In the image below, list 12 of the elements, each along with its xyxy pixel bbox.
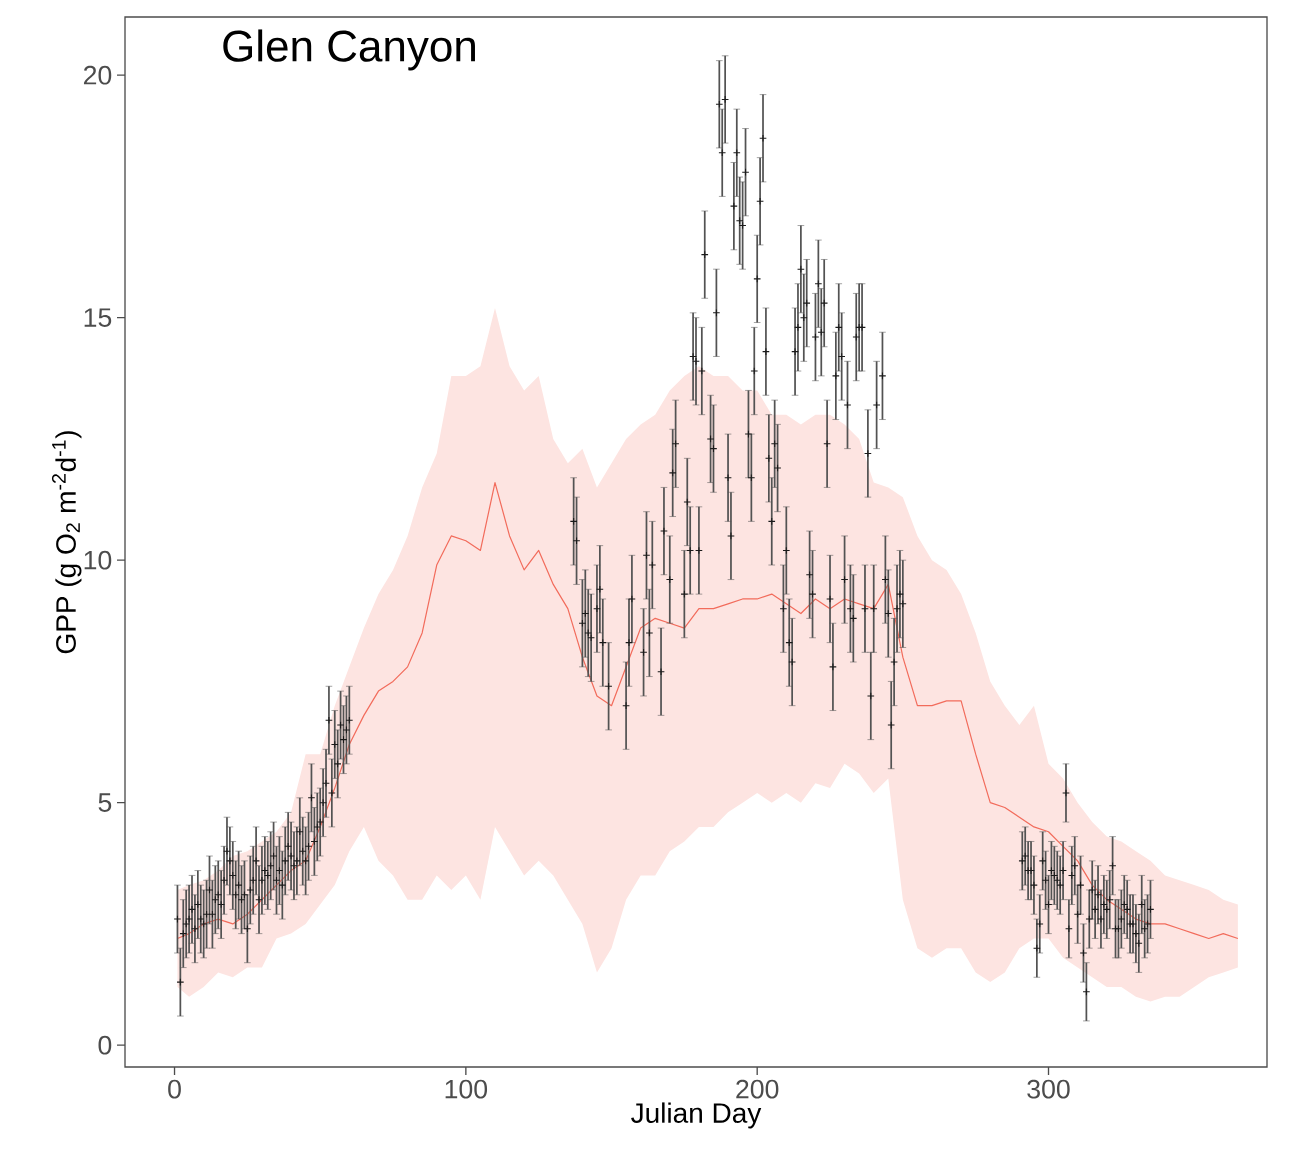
x-tick-label: 300 (1027, 1079, 1070, 1099)
x-tick-label: 0 (168, 1079, 181, 1099)
y-tick-label: 0 (98, 1035, 112, 1055)
y-tick-label: 5 (98, 793, 112, 812)
x-axis-title: Julian Day (631, 1102, 762, 1129)
x-tick-label: 200 (736, 1079, 779, 1099)
y-tick-label: 20 (83, 65, 112, 85)
y-axis-title: GPP (g O$_{2}$ m$^{-2}$d$^{-1}$) (51, 431, 82, 654)
y-tick-label: 15 (84, 308, 112, 327)
y-tick-label: 10 (84, 550, 112, 570)
x-tick-label: 100 (445, 1079, 488, 1099)
chart-title: Glen Canyon (223, 29, 475, 71)
